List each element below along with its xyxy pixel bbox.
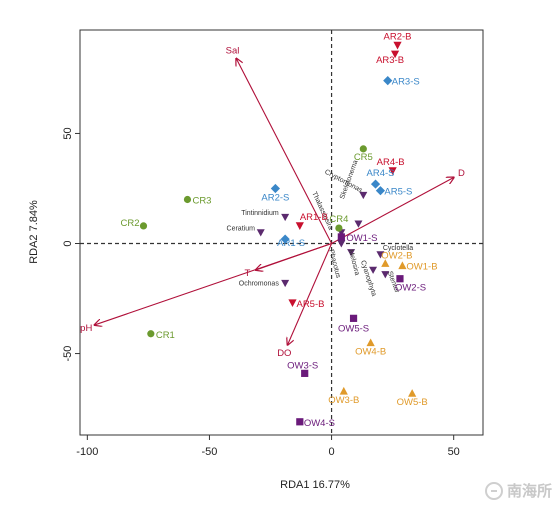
- site-label: CR3: [192, 195, 211, 206]
- environment-vectors: Sal D TpH DO: [80, 45, 465, 359]
- site-marker-ow4-b: [366, 338, 375, 347]
- site-marker-cr5: [359, 145, 367, 153]
- site-marker-ow1-s: [337, 233, 345, 241]
- x-tick-label: -50: [201, 446, 217, 458]
- site-marker-ow5-s: [349, 314, 358, 322]
- site-label: AR1-S: [277, 238, 305, 249]
- species-label: Ceratium: [227, 225, 256, 232]
- x-axis-label: RDA1 16.77%: [280, 479, 350, 491]
- env-vector-d: [331, 177, 454, 244]
- site-marker-ar5-s: [375, 186, 386, 196]
- site-label: CR2: [120, 218, 139, 229]
- site-marker-cr1: [147, 330, 155, 338]
- site-marker-ow2-s: [396, 275, 404, 283]
- env-vector-label: Sal: [226, 45, 240, 56]
- site-label: AR2-B: [384, 31, 412, 42]
- site-label: OW1-B: [406, 262, 437, 273]
- site-marker-ar4-b: [388, 167, 397, 175]
- site-label: AR3-B: [376, 55, 404, 66]
- site-label: CR5: [354, 152, 373, 163]
- species-marker-cryptomonas: [359, 191, 368, 200]
- site-marker-ar5-b: [288, 299, 297, 308]
- site-marker-cr3: [183, 195, 192, 204]
- site-label: OW4-B: [355, 347, 386, 358]
- axis-ticks: -100 -50 0 50 -50 0 50: [62, 127, 460, 458]
- species-label: Tintinnidium: [241, 210, 279, 217]
- species-marker-ochromonas: [281, 279, 290, 288]
- y-tick-label: -50: [62, 346, 74, 362]
- watermark-logo-icon: [484, 481, 503, 500]
- site-marker-ar4-s: [370, 179, 381, 189]
- site-marker-ar3-s: [383, 76, 393, 86]
- species-marker-cyanophyta: [369, 266, 378, 274]
- site-label: OW4-S: [304, 418, 335, 429]
- site-label: AR5-S: [384, 187, 412, 198]
- site-marker-cr4: [335, 224, 343, 232]
- site-label: AR4-B: [377, 157, 405, 168]
- site-label: CR1: [156, 330, 175, 341]
- site-label: AR4-S: [367, 168, 395, 179]
- site-label: OW5-S: [338, 323, 369, 334]
- x-tick-label: -100: [76, 446, 98, 458]
- y-tick-label: 50: [62, 127, 74, 139]
- plot-frame: [79, 29, 484, 436]
- env-vector-sal: [236, 59, 333, 244]
- site-label: OW3-S: [287, 360, 318, 371]
- species-marker-skeletonema: [354, 220, 363, 228]
- y-tick-label: 0: [62, 240, 74, 246]
- site-marker-ar3-b: [390, 50, 400, 59]
- site-label: AR5-B: [296, 299, 324, 310]
- x-tick-label: 0: [329, 446, 335, 458]
- site-label: OW2-S: [395, 283, 426, 294]
- site-points: CR1 CR2 CR3 CR4 CR5 AR1-B AR2-B AR3-B AR4-B AR5-B…: [120, 31, 437, 428]
- species-marker-melosira: [347, 249, 356, 257]
- env-vector-label: DO: [277, 348, 291, 359]
- env-vector-ph: [95, 242, 332, 325]
- env-vector-do: [288, 243, 333, 345]
- species-marker-tintinnidium: [281, 213, 290, 222]
- site-marker-ar1-b: [295, 222, 304, 230]
- site-label: OW5-B: [397, 397, 428, 408]
- site-marker-ar2-s: [270, 183, 280, 194]
- site-label: CR4: [329, 214, 348, 225]
- species-marker-cyclotella: [376, 251, 385, 259]
- site-label: AR3-S: [392, 77, 420, 88]
- watermark-text: 南海所: [506, 482, 552, 500]
- site-label: OW1-S: [346, 233, 377, 244]
- site-label: OW2-B: [381, 250, 412, 261]
- env-vector-label: D: [458, 168, 465, 179]
- site-marker-cr2: [139, 222, 148, 230]
- species-label: Ochromonas: [239, 280, 280, 287]
- site-marker-ar1-s: [280, 234, 290, 244]
- species-marker-phacotus: [337, 240, 346, 248]
- species-marker-ceratium: [256, 229, 265, 237]
- site-label: OW3-B: [328, 395, 359, 406]
- env-vector-label: pH: [80, 323, 92, 334]
- env-vector-label: T: [245, 268, 251, 279]
- x-tick-label: 50: [448, 446, 460, 458]
- site-marker-ow3-s: [301, 369, 309, 377]
- y-axis-label: RDA2 7.84%: [28, 200, 40, 264]
- site-label: AR2-S: [261, 192, 289, 203]
- site-marker-ow4-s: [296, 418, 304, 426]
- site-label: AR1-B: [300, 212, 328, 223]
- watermark: 南海所: [484, 480, 552, 501]
- site-marker-ow5-b: [408, 389, 417, 397]
- site-marker-ar2-b: [393, 41, 402, 50]
- site-marker-ow2-b: [381, 259, 390, 267]
- site-marker-ow3-b: [339, 386, 348, 395]
- species-label: Cyclotella: [383, 245, 413, 252]
- site-marker-ow1-b: [398, 261, 407, 270]
- species-marker-stentor: [381, 271, 390, 279]
